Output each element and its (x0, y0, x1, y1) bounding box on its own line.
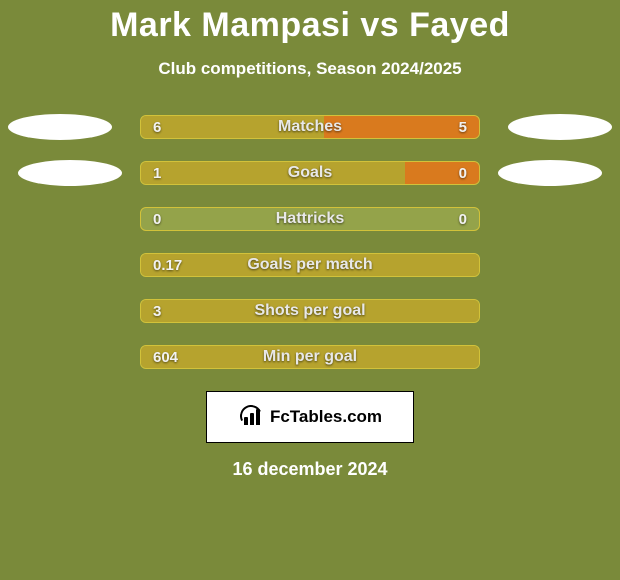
date-label: 16 december 2024 (0, 459, 620, 480)
player-left-avatar (18, 160, 122, 186)
comparison-card: Mark Mampasi vs Fayed Club competitions,… (0, 0, 620, 580)
stat-rows: Matches65 Goals10 Hattricks0 0 Goals per mat… (0, 115, 620, 369)
subtitle: Club competitions, Season 2024/2025 (0, 59, 620, 79)
bar-segment-left (141, 254, 479, 276)
stat-bar: Goals per match0.17 (140, 253, 480, 277)
bar-segment-left (141, 346, 479, 368)
stat-bar: Hattricks0 0 (140, 207, 480, 231)
bar-segment-left (141, 300, 479, 322)
player-left-avatar (8, 114, 112, 140)
player-right-avatar (498, 160, 602, 186)
player-right-avatar (508, 114, 612, 140)
bar-segment-left (141, 162, 405, 184)
bar-segment-left (141, 116, 324, 138)
page-title: Mark Mampasi vs Fayed (0, 6, 620, 45)
source-badge: FcTables.com (206, 391, 414, 443)
stat-row: Hattricks0 0 (10, 207, 610, 231)
stat-bar: Min per goal604 (140, 345, 480, 369)
bar-segment-right (405, 162, 479, 184)
bar-segment-right (324, 116, 479, 138)
stat-value-left: 0 (153, 208, 161, 230)
stat-label: Hattricks (141, 208, 479, 230)
stat-value-right: 0 (459, 208, 467, 230)
stat-row: Min per goal604 (10, 345, 610, 369)
badge-text: FcTables.com (270, 407, 382, 427)
stat-row: Goals per match0.17 (10, 253, 610, 277)
stat-bar: Shots per goal3 (140, 299, 480, 323)
stat-bar: Goals10 (140, 161, 480, 185)
stat-row: Shots per goal3 (10, 299, 610, 323)
stat-bar: Matches65 (140, 115, 480, 139)
fctables-logo-icon (238, 407, 264, 427)
